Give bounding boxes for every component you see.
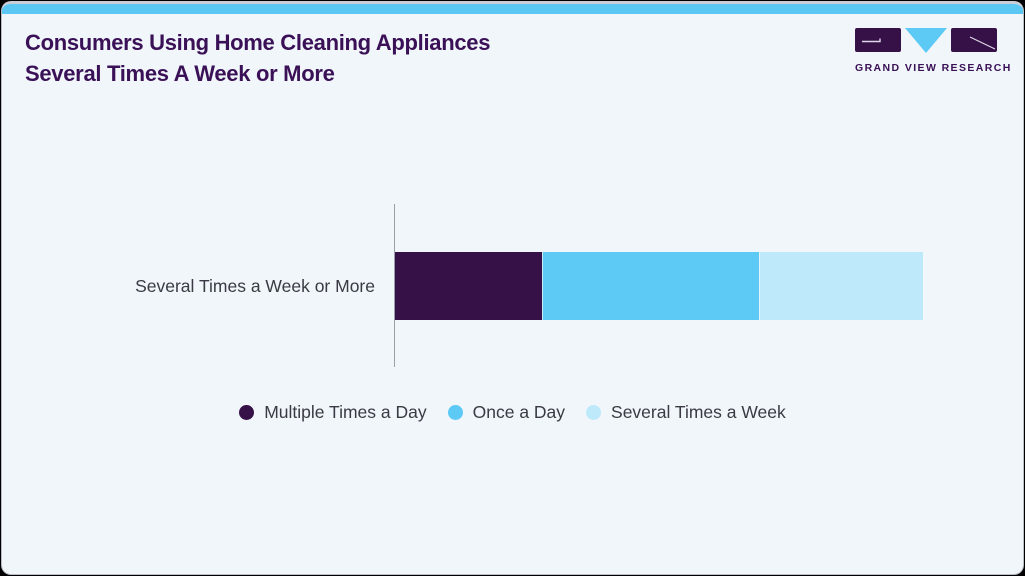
legend-label: Once a Day — [472, 402, 566, 422]
bar-segment-several-times-a-week[interactable] — [758, 252, 923, 320]
legend-dot-icon — [586, 405, 602, 420]
logo-mark-g-glyph — [862, 38, 881, 43]
legend-item-several-times-a-week[interactable]: Several Times a Week — [586, 402, 786, 423]
logo-mark-g — [855, 28, 901, 52]
legend-label: Several Times a Week — [611, 402, 786, 422]
legend-item-once-a-day[interactable]: Once a Day — [447, 402, 566, 423]
gvr-logo-marks — [855, 28, 997, 53]
legend-dot-icon — [239, 405, 255, 420]
y-axis-line — [394, 204, 395, 367]
stacked-bar — [395, 252, 923, 320]
logo-mark-v-triangle-icon — [905, 28, 947, 53]
chart-title-line2: Several Times A Week or More — [25, 61, 335, 86]
logo-mark-r-glyph — [969, 36, 996, 50]
legend-label: Multiple Times a Day — [264, 402, 427, 422]
legend-dot-icon — [447, 405, 463, 420]
legend: Multiple Times a Day Once a Day Several … — [2, 402, 1023, 423]
chart-title: Consumers Using Home Cleaning Appliances… — [25, 27, 490, 89]
legend-item-multiple-times-a-day[interactable]: Multiple Times a Day — [239, 402, 427, 423]
bar-segment-multiple-times-a-day[interactable] — [395, 252, 543, 320]
chart-title-line1: Consumers Using Home Cleaning Appliances — [25, 30, 491, 55]
category-label: Several Times a Week or More — [135, 276, 375, 296]
grand-view-research-logo: GRAND VIEW RESEARCH — [855, 28, 1012, 74]
bar-segment-once-a-day[interactable] — [542, 252, 759, 320]
logo-mark-r — [951, 28, 997, 52]
top-accent-bar — [2, 4, 1023, 14]
logo-wordmark: GRAND VIEW RESEARCH — [855, 62, 1012, 74]
